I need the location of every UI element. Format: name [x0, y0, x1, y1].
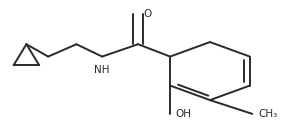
Text: NH: NH: [95, 65, 110, 75]
Text: CH₃: CH₃: [258, 109, 277, 119]
Text: O: O: [144, 9, 152, 19]
Text: OH: OH: [176, 109, 192, 119]
